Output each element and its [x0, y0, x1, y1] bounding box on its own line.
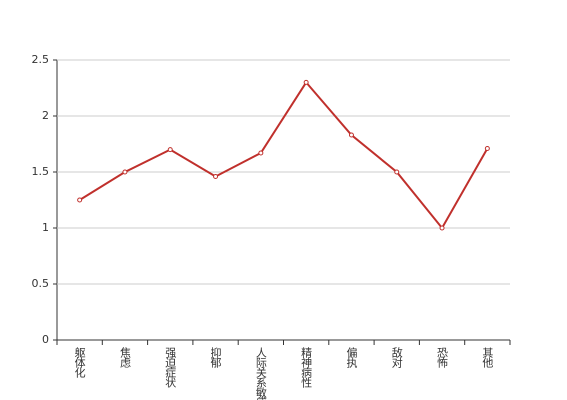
- x-tick-label: 焦虑: [118, 347, 131, 368]
- point: [394, 169, 400, 175]
- x-tick-label: 敌对: [390, 346, 403, 368]
- y-tick-label: 1: [42, 221, 49, 234]
- y-tick-label: 0: [42, 333, 49, 346]
- point: [213, 173, 219, 179]
- line: [79, 80, 489, 230]
- point: [122, 169, 128, 175]
- point: [77, 197, 83, 203]
- x-tick-label: 抑郁: [209, 346, 222, 368]
- y-tick-label: 0.5: [32, 277, 50, 290]
- x-tick-label: 恐怖: [436, 347, 449, 368]
- point: [167, 147, 173, 153]
- point: [484, 145, 490, 151]
- x-tick-label: 人际关系敏感: [254, 347, 267, 400]
- x-tick-label: 精神病性: [300, 347, 313, 389]
- point: [303, 79, 309, 85]
- y-tick-label: 2.5: [32, 53, 50, 66]
- y-tick-label: 2: [42, 109, 49, 122]
- y-tick-label: 1.5: [32, 165, 50, 178]
- x-tick-label: 强迫症状: [164, 347, 177, 388]
- point: [348, 132, 354, 138]
- point: [439, 225, 445, 231]
- x-tick-label: 其他: [481, 347, 494, 368]
- x-tick-label: 躯体化: [73, 347, 86, 379]
- x-tick-label: 偏执: [345, 346, 358, 369]
- point: [258, 150, 264, 156]
